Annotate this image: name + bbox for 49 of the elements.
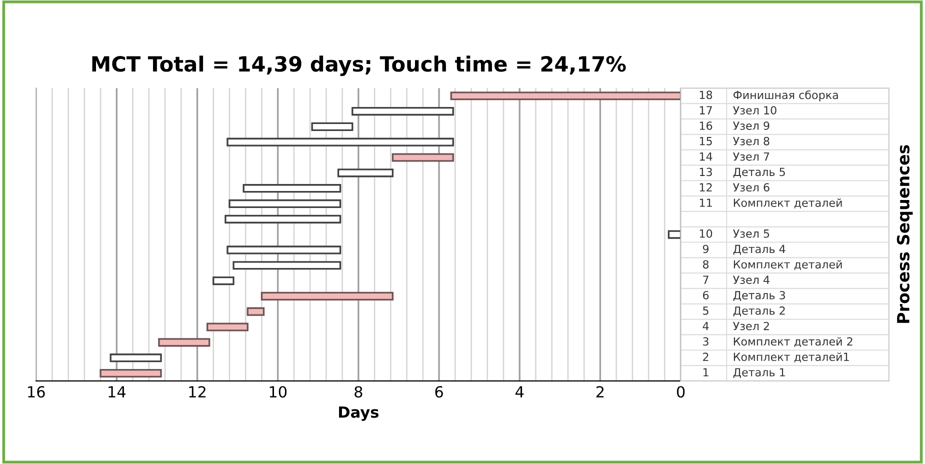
- bar: [212, 276, 234, 286]
- category-label: 6 Деталь 3: [703, 291, 785, 301]
- bar: [206, 322, 248, 332]
- chart-title: MCT Total = 14,39 days; Touch time = 24,17%: [92, 56, 626, 76]
- category-label: 13 Деталь 5: [700, 168, 785, 178]
- bar: [242, 184, 342, 193]
- x-tick-label: 10: [270, 386, 287, 398]
- category-label: 7 Узел 4: [703, 276, 770, 284]
- x-tick-label: 14: [108, 386, 126, 398]
- bar: [311, 122, 354, 131]
- bar: [450, 92, 681, 100]
- category-label: 9 Деталь 4: [702, 244, 786, 255]
- text: Process Sequences: [896, 145, 913, 323]
- bar: [232, 261, 342, 270]
- bar: [260, 292, 394, 300]
- category-label: 12 Узел 6: [700, 183, 770, 192]
- bar: [392, 153, 454, 162]
- x-tick-label: 16: [28, 386, 45, 398]
- category-label: 2 Комплект деталей1: [703, 352, 849, 362]
- bar: [100, 368, 162, 378]
- category-label: 17 Узел 10: [700, 106, 776, 114]
- bar: [228, 199, 342, 208]
- category-label: 4 Узел 2: [702, 322, 769, 330]
- category-label: 8 Комплект деталей: [702, 260, 842, 270]
- x-tick-label: 8: [354, 386, 362, 398]
- bar: [337, 168, 394, 178]
- category-label: 18 Финишная сборка: [700, 90, 838, 102]
- category-label: 3 Комплект деталей 2: [703, 337, 852, 348]
- bar: [352, 106, 454, 116]
- category-label: 14 Узел 7: [700, 152, 770, 161]
- x-axis-title: Days: [339, 406, 378, 421]
- x-tick-label: 6: [435, 386, 443, 398]
- bar: [226, 246, 342, 254]
- category-label: 10 Узел 5: [700, 229, 770, 238]
- bar: [110, 354, 162, 362]
- bar: [158, 338, 210, 347]
- x-tick-label: 12: [189, 386, 206, 398]
- x-tick-label: 0: [676, 386, 685, 398]
- x-tick-label: 4: [516, 386, 524, 398]
- bar: [668, 230, 681, 239]
- bar: [224, 214, 342, 224]
- category-label: 16 Узел 9: [700, 122, 770, 130]
- category-label: 15 Узел 8: [700, 136, 770, 146]
- bar: [226, 138, 454, 146]
- category-label: 5 Деталь 2: [703, 306, 785, 316]
- bar: [246, 307, 265, 316]
- category-label: 11 Комплект деталей: [700, 198, 842, 208]
- x-tick-label: 2: [596, 386, 604, 398]
- category-label: 1 Деталь 1: [703, 368, 785, 378]
